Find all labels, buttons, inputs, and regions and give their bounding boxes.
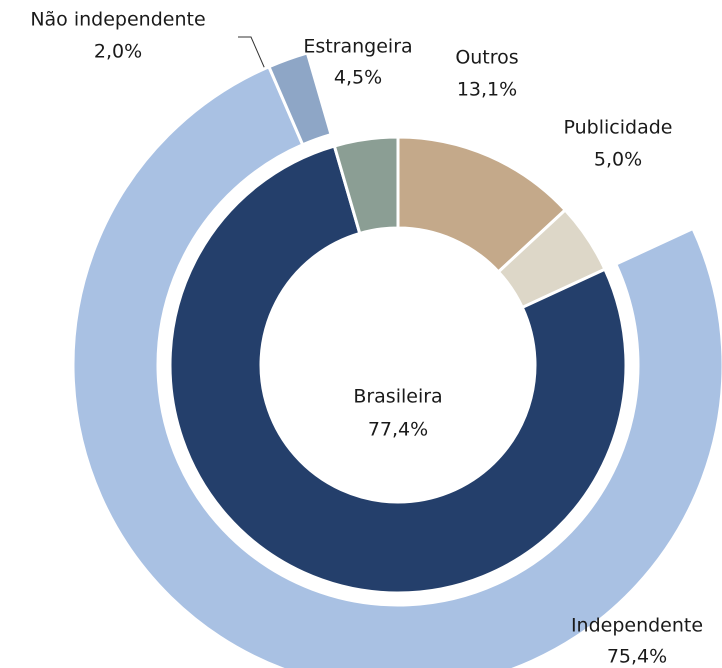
segment-value-label: 77,4% — [368, 419, 428, 441]
segment-value-label: 75,4% — [607, 646, 667, 668]
segment-value-label: 2,0% — [94, 41, 142, 63]
ring-segment — [266, 51, 333, 147]
segment-label: Brasileira — [353, 386, 442, 408]
ring-segment — [332, 135, 400, 236]
ring-segment — [71, 64, 722, 668]
segment-value-label: 4,5% — [334, 67, 382, 89]
segment-label: Publicidade — [564, 117, 673, 139]
segment-label: Independente — [571, 615, 703, 637]
leader-line — [238, 36, 269, 77]
segment-value-label: 5,0% — [594, 149, 642, 171]
segment-value-label: 13,1% — [457, 79, 517, 101]
segment-label: Estrangeira — [303, 36, 412, 58]
segment-label: Não independente — [30, 9, 205, 31]
segment-label: Outros — [455, 47, 518, 69]
ring-segment — [168, 144, 628, 595]
